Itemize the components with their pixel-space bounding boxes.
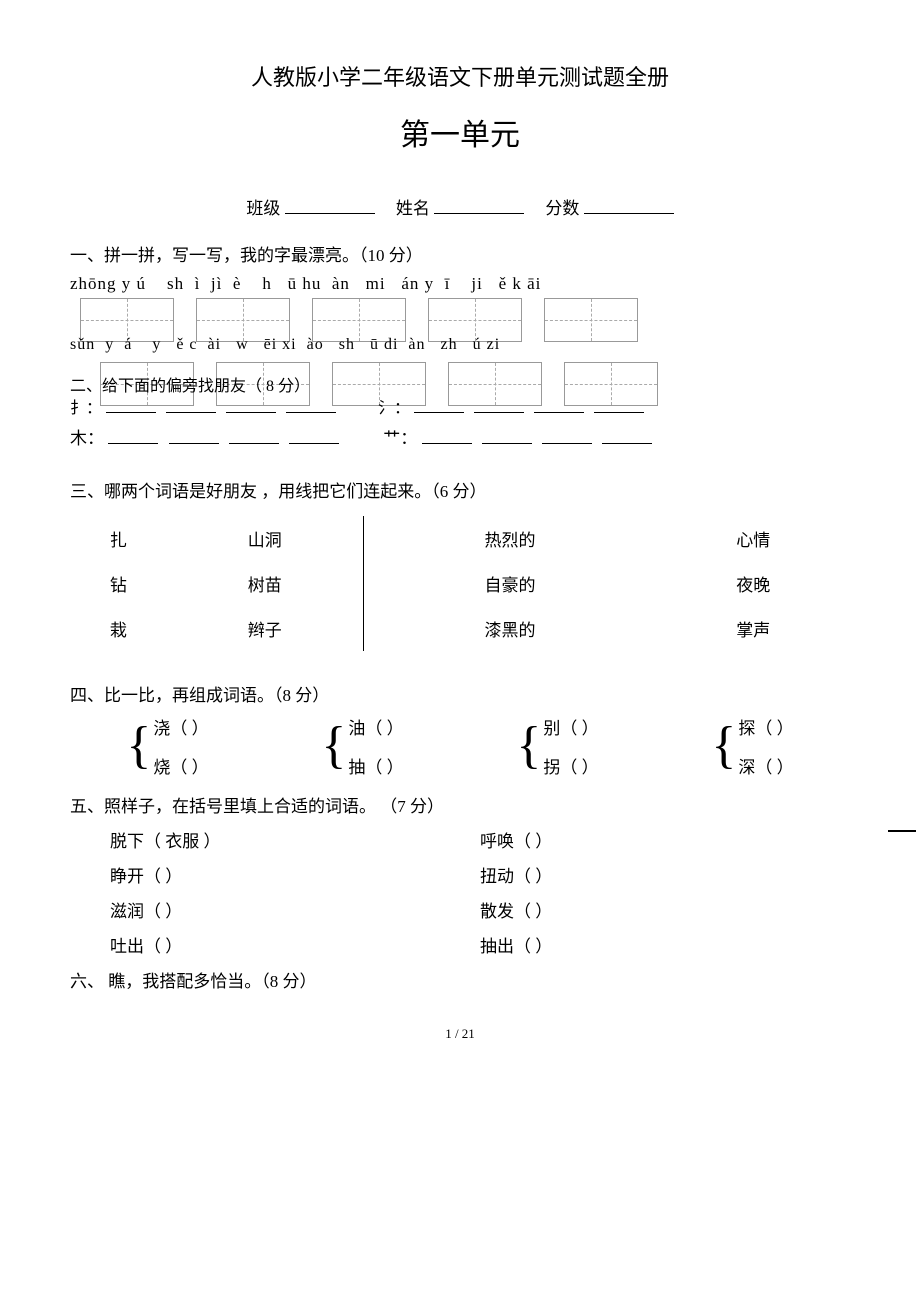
blank[interactable] xyxy=(289,426,339,444)
pair-item[interactable]: 浇（ ） xyxy=(153,714,208,739)
q4: 四、比一比，再组成词语。（8 分） xyxy=(70,681,850,706)
match-cell: 树苗 xyxy=(167,561,363,606)
fill-row: 睁开（ ） 扭动（ ） xyxy=(110,862,850,887)
match-cell: 漆黑的 xyxy=(363,606,656,651)
fill-item[interactable]: 脱下（ 衣服 ） xyxy=(110,827,480,852)
blank[interactable] xyxy=(474,396,524,413)
blank[interactable] xyxy=(106,396,156,413)
fill-row: 吐出（ ） 抽出（ ） xyxy=(110,932,850,957)
radical-cao: 艹： xyxy=(383,429,417,448)
blank[interactable] xyxy=(286,396,336,413)
match-cell: 心情 xyxy=(656,516,850,561)
q6: 六、 瞧，我搭配多恰当。（8 分） xyxy=(70,967,850,992)
pair-item[interactable]: 抽（ ） xyxy=(348,753,403,778)
blank[interactable] xyxy=(602,426,652,444)
unit-title: 第一单元 xyxy=(70,110,850,154)
match-cell: 辫子 xyxy=(167,606,363,651)
pinyin-row-1: zhōng y ú sh ì jì è h ū hu àn mi án y ī … xyxy=(70,274,850,294)
match-table: 扎 山洞 热烈的 心情 钻 树苗 自豪的 夜晚 栽 辫子 漆黑的 掌声 xyxy=(70,516,850,651)
match-cell: 钻 xyxy=(70,561,167,606)
blank[interactable] xyxy=(422,426,472,444)
blank[interactable] xyxy=(482,426,532,444)
blank[interactable] xyxy=(169,426,219,444)
match-cell: 热烈的 xyxy=(363,516,656,561)
match-cell: 扎 xyxy=(70,516,167,561)
margin-mark xyxy=(888,830,916,832)
fill-row: 滋润（ ） 散发（ ） xyxy=(110,897,850,922)
match-cell: 山洞 xyxy=(167,516,363,561)
q2-points: 8 分） xyxy=(266,378,310,395)
q2-line: 二、给下面的偏旁找朋友（ 8 分） xyxy=(70,372,310,396)
blank[interactable] xyxy=(542,426,592,444)
blank[interactable] xyxy=(226,396,276,413)
pair-item[interactable]: 深（ ） xyxy=(738,753,793,778)
radical-row-1: 扌： 氵： xyxy=(70,394,770,418)
pair-item[interactable]: 别（ ） xyxy=(543,714,598,739)
radical-row-2: 木： 艹： xyxy=(70,424,850,449)
pair-item[interactable]: 油（ ） xyxy=(348,714,403,739)
brace-icon: { xyxy=(711,720,736,772)
score-label: 分数 xyxy=(545,199,579,218)
fill-item[interactable]: 滋润（ ） xyxy=(110,897,480,922)
q3: 三、哪两个词语是好朋友 ，用线把它们连起来。（6 分） xyxy=(70,477,850,502)
blank[interactable] xyxy=(108,426,158,444)
class-blank[interactable] xyxy=(285,196,375,214)
fill-item[interactable]: 扭动（ ） xyxy=(480,862,850,887)
class-label: 班级 xyxy=(246,199,280,218)
page-number: 1 / 21 xyxy=(70,1026,850,1042)
q5: 五、照样子，在括号里填上合适的词语。 （7 分） xyxy=(70,792,850,817)
pair-item[interactable]: 探（ ） xyxy=(738,714,793,739)
fill-item[interactable]: 吐出（ ） xyxy=(110,932,480,957)
pinyin-row-2: sǔn y á y ě c ài w ēi xi ào sh ū di àn z… xyxy=(70,336,850,354)
fill-item[interactable]: 抽出（ ） xyxy=(480,932,850,957)
radical-shou: 扌： xyxy=(70,400,102,417)
fill-row: 脱下（ 衣服 ） 呼唤（ ） xyxy=(110,827,850,852)
match-cell: 夜晚 xyxy=(656,561,850,606)
fill-item[interactable]: 睁开（ ） xyxy=(110,862,480,887)
match-cell: 自豪的 xyxy=(363,561,656,606)
name-label: 姓名 xyxy=(396,199,430,218)
match-cell: 栽 xyxy=(70,606,167,651)
name-blank[interactable] xyxy=(434,196,524,214)
radical-shui: 氵： xyxy=(378,400,410,417)
fill-item[interactable]: 散发（ ） xyxy=(480,897,850,922)
score-blank[interactable] xyxy=(584,196,674,214)
q2-prefix: 二、给下面的偏旁找朋友（ xyxy=(70,378,262,395)
q1: 一、拼一拼，写一写，我的字最漂亮。（10 分） xyxy=(70,241,850,266)
match-cell: 掌声 xyxy=(656,606,850,651)
blank[interactable] xyxy=(594,396,644,413)
brace-icon: { xyxy=(516,720,541,772)
brace-icon: { xyxy=(126,720,151,772)
blank[interactable] xyxy=(229,426,279,444)
radical-mu: 木： xyxy=(70,429,104,448)
page-title: 人教版小学二年级语文下册单元测试题全册 xyxy=(70,60,850,92)
blank[interactable] xyxy=(414,396,464,413)
brace-icon: { xyxy=(321,720,346,772)
blank[interactable] xyxy=(166,396,216,413)
pair-item[interactable]: 烧（ ） xyxy=(153,753,208,778)
info-line: 班级 姓名 分数 xyxy=(70,194,850,219)
pair-item[interactable]: 拐（ ） xyxy=(543,753,598,778)
blank[interactable] xyxy=(534,396,584,413)
fill-item[interactable]: 呼唤（ ） xyxy=(480,827,850,852)
pair-block: { 浇（ ） 烧（ ） { 油（ ） 抽（ ） { 别（ ） 拐（ ） { 探（ xyxy=(70,714,850,778)
